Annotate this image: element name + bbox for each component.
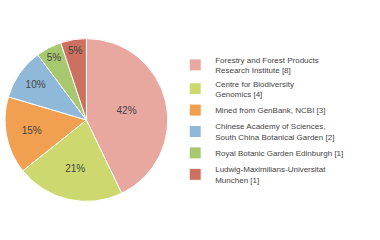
svg-text:21%: 21% [65,163,85,174]
svg-text:Forestry and Forest ProductsRe: Forestry and Forest ProductsResearch Ins… [215,56,319,75]
svg-text:15%: 15% [22,125,42,136]
svg-text:Ludwig-Maximilians-Universitat: Ludwig-Maximilians-UniversitatMunchen [1… [215,165,326,184]
svg-text:Royal Botanic Garden Edinburgh: Royal Botanic Garden Edinburgh [1] [215,149,343,158]
svg-text:42%: 42% [117,105,137,116]
svg-text:5%: 5% [47,52,62,63]
svg-text:10%: 10% [26,79,46,90]
svg-text:Centre for BiodiversityGenomic: Centre for BiodiversityGenomics [4] [215,80,294,99]
svg-text:Chinese Academy of Sciences,So: Chinese Academy of Sciences,South China … [215,122,334,141]
svg-text:5%: 5% [68,45,83,56]
svg-text:Mined from GenBank, NCBI [3]: Mined from GenBank, NCBI [3] [215,106,325,115]
